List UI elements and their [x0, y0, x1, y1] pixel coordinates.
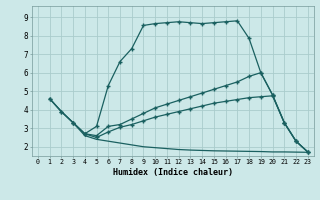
X-axis label: Humidex (Indice chaleur): Humidex (Indice chaleur) — [113, 168, 233, 177]
